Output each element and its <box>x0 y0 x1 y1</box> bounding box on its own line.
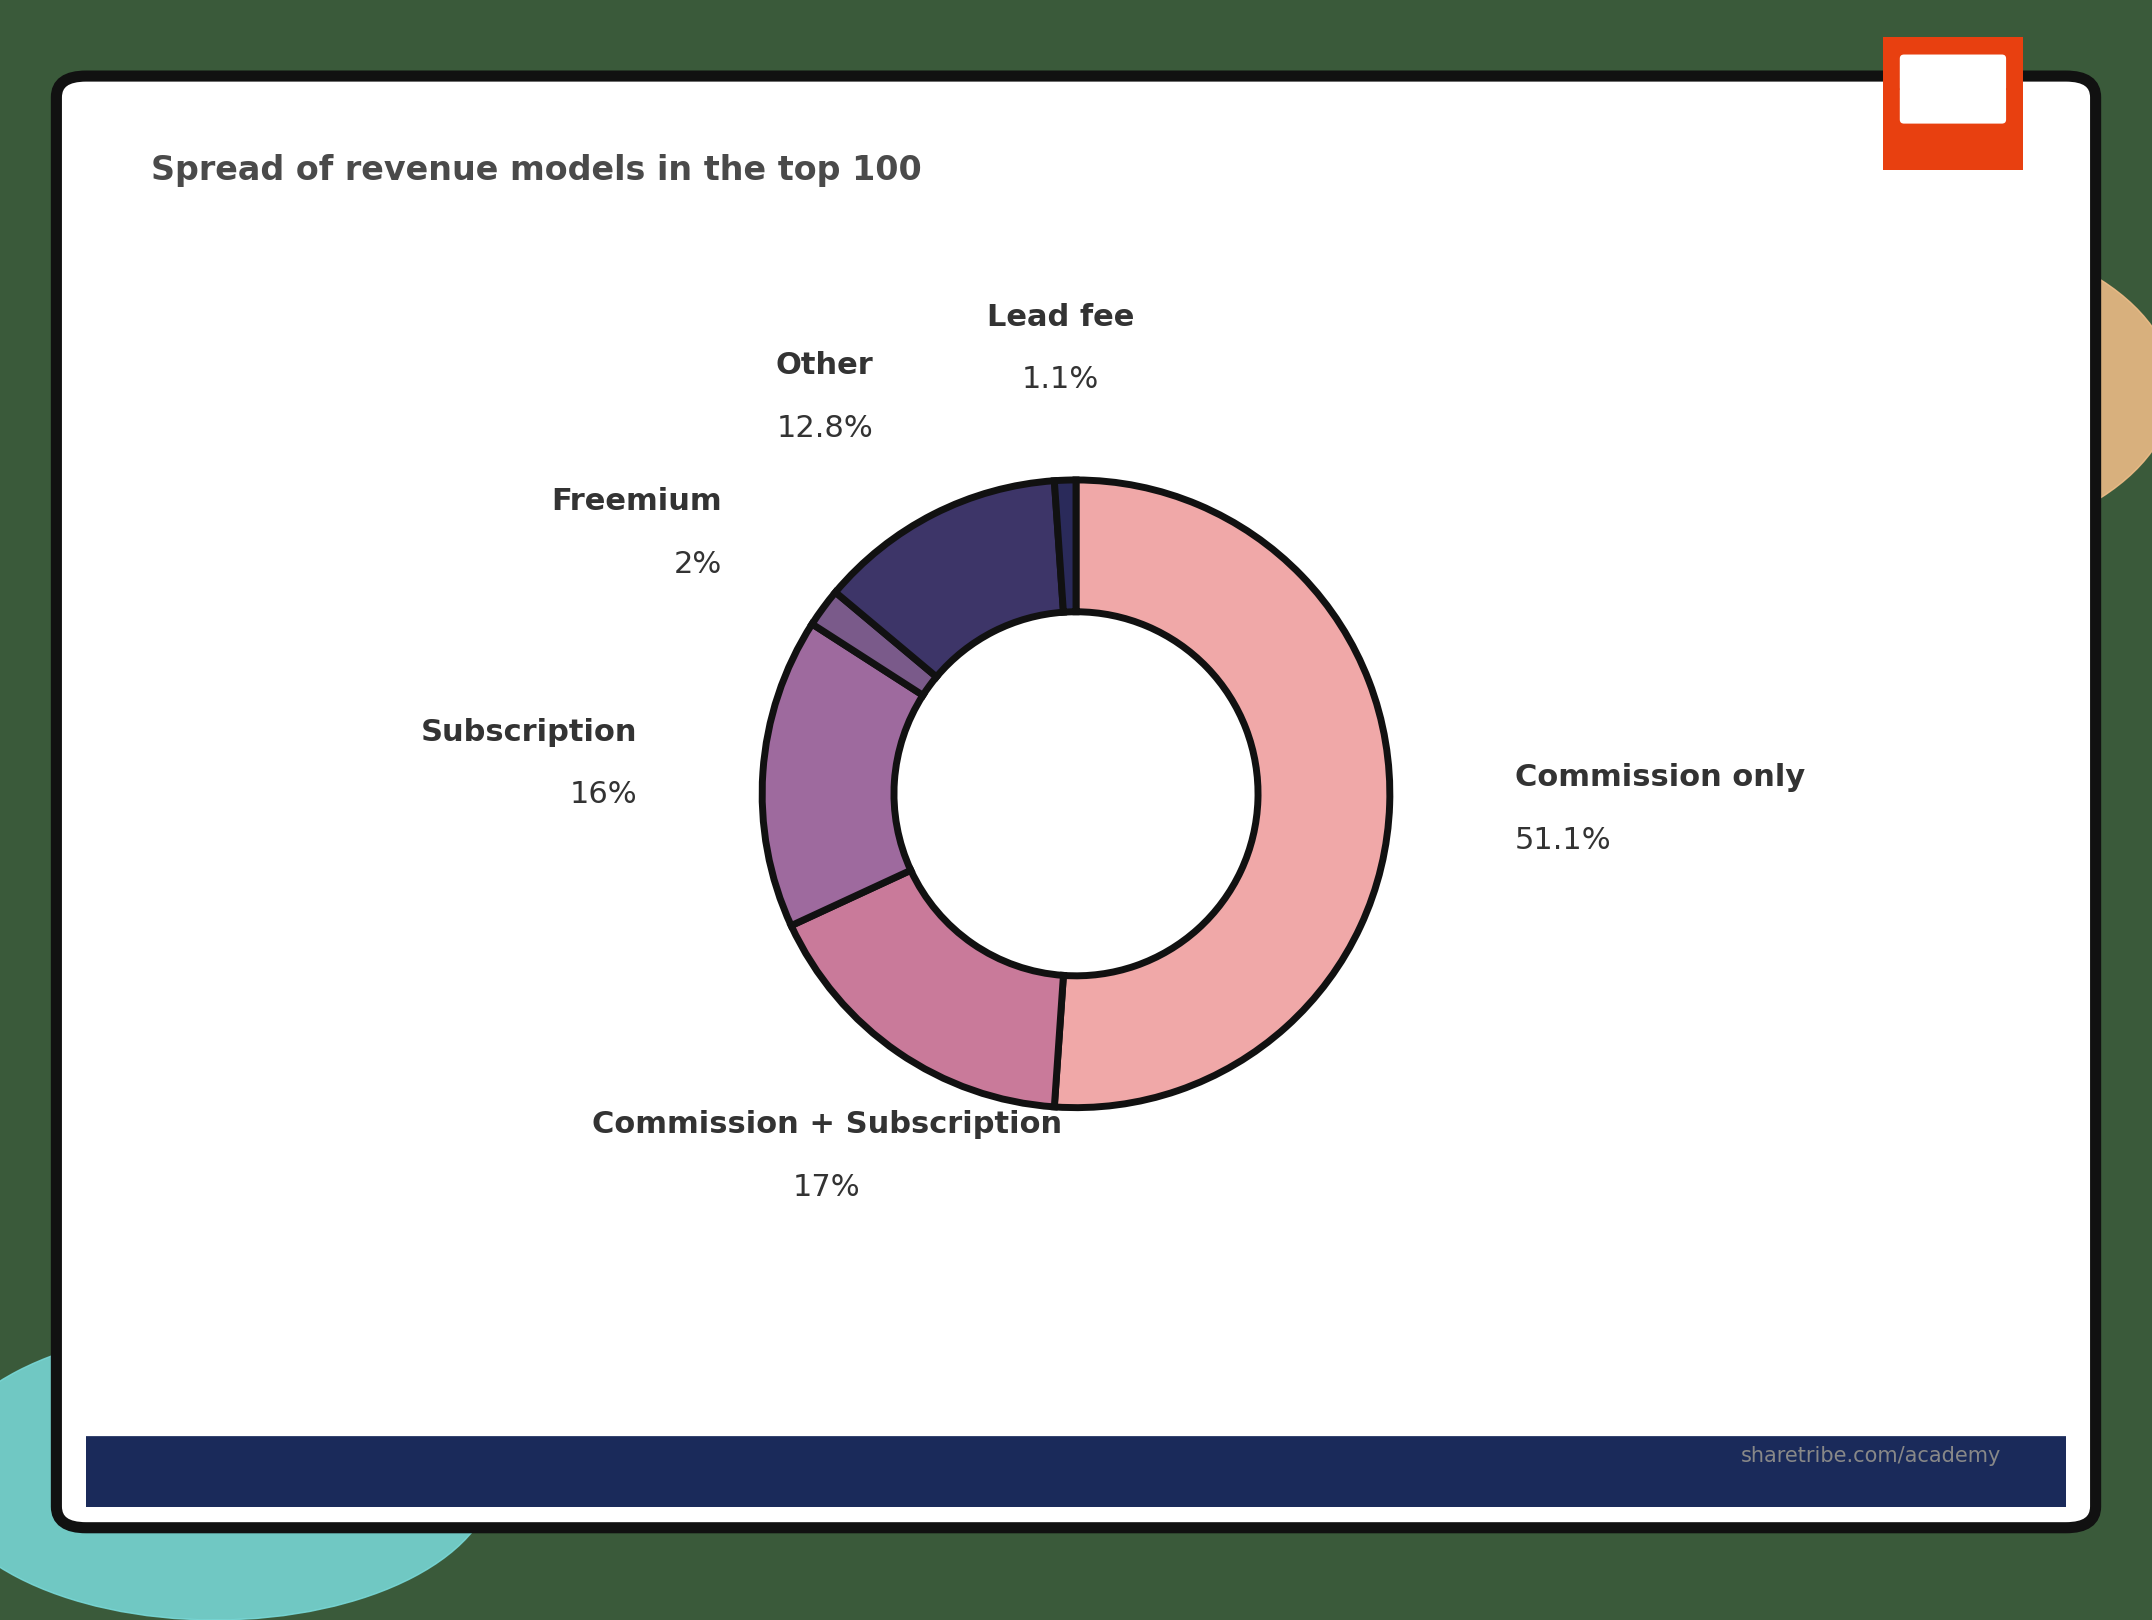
Text: 51.1%: 51.1% <box>1515 826 1612 855</box>
Wedge shape <box>1054 480 1390 1108</box>
Wedge shape <box>811 593 936 695</box>
Wedge shape <box>1054 480 1076 612</box>
Ellipse shape <box>0 1328 495 1620</box>
FancyBboxPatch shape <box>1879 34 2027 173</box>
Text: sharetribe.com/academy: sharetribe.com/academy <box>1741 1447 2001 1466</box>
FancyBboxPatch shape <box>1900 55 2006 92</box>
Text: Commission only: Commission only <box>1515 763 1806 792</box>
Text: Subscription: Subscription <box>422 718 637 747</box>
Text: 1.1%: 1.1% <box>1022 364 1100 394</box>
Text: 2%: 2% <box>674 551 723 580</box>
Ellipse shape <box>1614 227 2152 551</box>
Text: Lead fee: Lead fee <box>988 303 1134 332</box>
Wedge shape <box>762 624 923 925</box>
Text: 12.8%: 12.8% <box>777 413 874 442</box>
Text: 16%: 16% <box>570 781 637 810</box>
FancyBboxPatch shape <box>56 76 2096 1528</box>
FancyBboxPatch shape <box>75 1435 2077 1513</box>
Wedge shape <box>835 481 1063 677</box>
Text: Other: Other <box>777 352 874 379</box>
Text: Freemium: Freemium <box>551 488 723 517</box>
Text: Spread of revenue models in the top 100: Spread of revenue models in the top 100 <box>151 154 921 186</box>
Text: Commission + Subscription: Commission + Subscription <box>592 1110 1061 1139</box>
FancyBboxPatch shape <box>1900 86 2006 123</box>
Text: 17%: 17% <box>792 1173 861 1202</box>
Wedge shape <box>792 870 1063 1106</box>
